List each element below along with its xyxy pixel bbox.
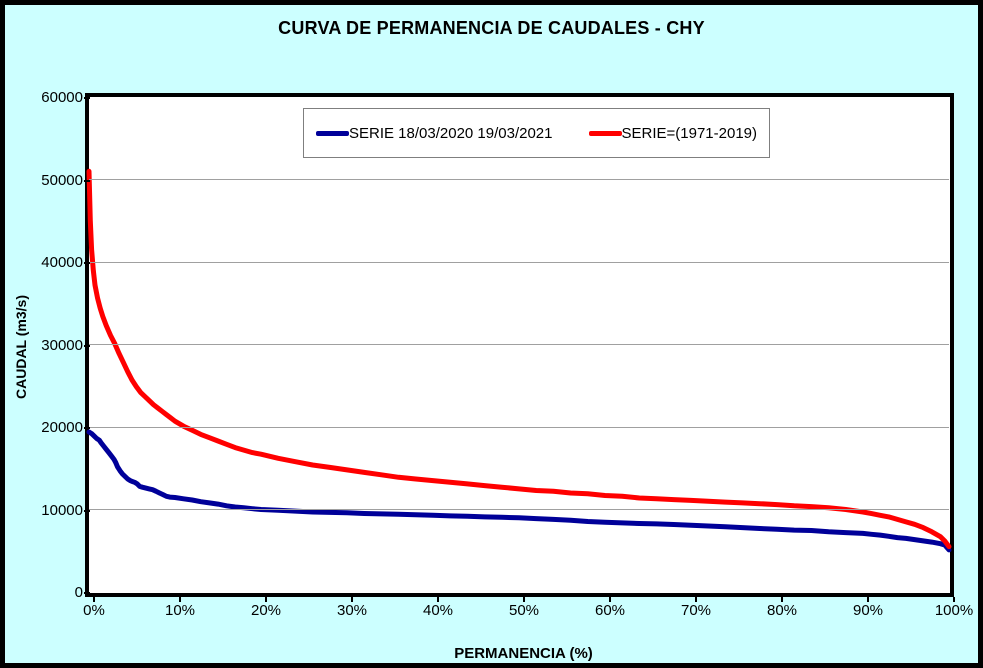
- x-tick-mark: [867, 597, 869, 602]
- legend-line-swatch-icon: [316, 130, 349, 136]
- y-tick-mark: [84, 179, 90, 182]
- x-tick-mark: [93, 597, 95, 602]
- y-tick-label: 30000: [41, 336, 83, 354]
- y-gridline: [89, 344, 949, 345]
- y-tick-label: 0: [74, 584, 83, 601]
- x-tick-mark: [265, 597, 267, 602]
- legend-item-2: SERIE=(1971-2019): [588, 124, 758, 142]
- x-tick-label: 90%: [852, 602, 884, 619]
- x-tick-mark: [953, 597, 955, 602]
- y-tick-mark: [84, 262, 90, 264]
- legend: SERIE 18/03/2020 19/03/2021 SERIE=(1971-2…: [303, 108, 770, 158]
- series-line-1: [86, 429, 952, 553]
- x-tick-label: 60%: [594, 602, 626, 619]
- y-tick-mark: [84, 344, 90, 347]
- x-tick-mark: [351, 597, 353, 602]
- x-tick-label: 30%: [336, 602, 368, 619]
- y-tick-mark: [84, 509, 90, 512]
- x-tick-label: 0%: [83, 602, 105, 619]
- y-tick-mark: [84, 97, 90, 99]
- x-tick-mark: [609, 597, 611, 602]
- x-tick-mark: [179, 597, 181, 602]
- x-tick-label: 80%: [766, 602, 798, 619]
- x-tick-mark: [781, 597, 783, 602]
- y-gridline: [89, 426, 949, 428]
- y-tick-label: 10000: [41, 501, 83, 519]
- y-tick-label: 20000: [41, 419, 83, 436]
- x-tick-mark: [523, 597, 525, 602]
- y-tick-label: 60000: [41, 89, 83, 106]
- y-tick-label: 50000: [41, 171, 83, 189]
- y-tick-mark: [84, 592, 90, 594]
- x-tick-label: 70%: [680, 602, 712, 619]
- legend-series-label: SERIE=(1971-2019): [621, 124, 758, 142]
- x-tick-label: 20%: [250, 602, 282, 619]
- x-tick-label: 40%: [422, 602, 454, 619]
- x-tick-label: 50%: [508, 602, 540, 619]
- y-gridline: [89, 179, 949, 180]
- y-gridline: [89, 261, 949, 263]
- x-tick-label: 100%: [934, 602, 974, 619]
- legend-series-label: SERIE 18/03/2020 19/03/2021: [349, 124, 553, 142]
- series-line-2: [86, 168, 952, 550]
- y-tick-mark: [84, 427, 90, 429]
- x-tick-mark: [437, 597, 439, 602]
- y-tick-label: 40000: [41, 254, 83, 271]
- x-axis-title: PERMANENCIA (%): [454, 645, 593, 662]
- plot-area: [85, 93, 954, 597]
- x-tick-mark: [695, 597, 697, 602]
- chart-title: CURVA DE PERMANENCIA DE CAUDALES - CHY: [278, 18, 705, 38]
- legend-item-1: SERIE 18/03/2020 19/03/2021: [316, 125, 553, 142]
- legend-line-swatch-icon: [588, 130, 622, 136]
- series-plot: [86, 168, 952, 553]
- x-tick-label: 10%: [164, 602, 196, 619]
- y-gridline: [89, 509, 949, 510]
